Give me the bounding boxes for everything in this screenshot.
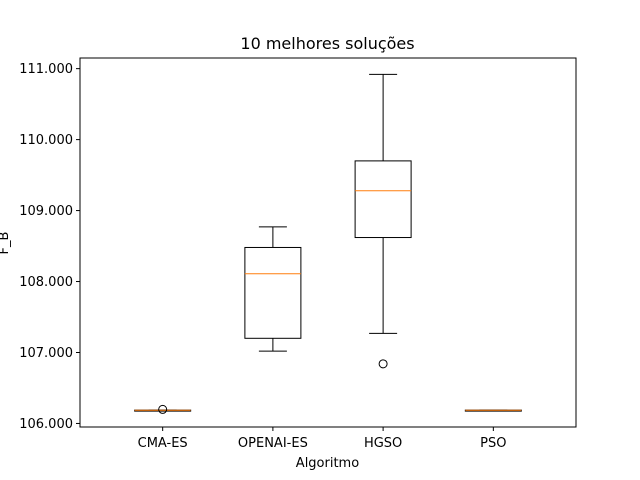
y-tick-label: 110.000 [19,133,73,148]
y-tick-label: 108.000 [19,275,73,290]
outlier-point [378,359,388,369]
plot-frame [79,57,577,428]
outlier-point [158,404,168,414]
box [354,160,412,239]
x-tick-label: CMA-ES [138,436,188,451]
x-tick-label: OPENAI-ES [238,436,308,451]
x-tick-label: PSO [480,436,506,451]
chart-title: 10 melhores soluções [240,34,414,53]
x-axis-label: Algoritmo [296,456,359,471]
y-tick-label: 109.000 [19,204,73,219]
y-tick-label: 107.000 [19,346,73,361]
y-tick-label: 106.000 [19,417,73,432]
y-axis-label: F_B [0,232,12,255]
x-tick-label: HGSO [364,436,402,451]
y-tick-label: 111.000 [19,62,73,77]
plot-area: 106.000 107.000 108.000 109.000 110.000 111.0… [19,57,577,451]
box [244,246,302,339]
